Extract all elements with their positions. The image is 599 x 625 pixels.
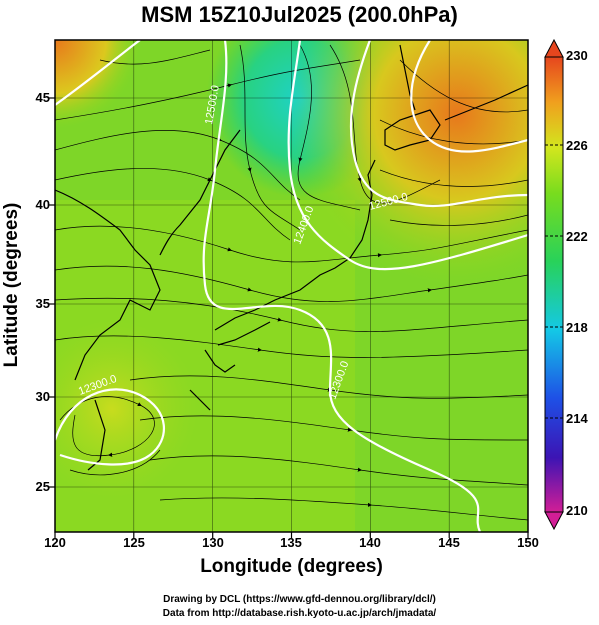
x-axis-label: Longitude (degrees) xyxy=(200,556,383,577)
y-tick-label: 45 xyxy=(35,90,50,105)
colorbar-tick-label: 230 xyxy=(566,48,588,63)
y-tick-label: 35 xyxy=(35,296,50,311)
x-tick-label: 135 xyxy=(280,535,302,550)
height-contours xyxy=(55,40,528,532)
colorbar-tick-label: 210 xyxy=(566,503,588,518)
y-axis-label: Latitude (degrees) xyxy=(1,202,22,368)
x-tick-label: 140 xyxy=(359,535,381,550)
colorbar xyxy=(544,38,564,531)
colorbar-tick-label: 226 xyxy=(566,138,588,153)
x-tick-label: 145 xyxy=(438,535,460,550)
colorbar-tick-label: 218 xyxy=(566,320,588,335)
x-tick-label: 125 xyxy=(123,535,145,550)
credit-line-2: Data from http://database.rish.kyoto-u.a… xyxy=(162,608,437,619)
y-tick-label: 25 xyxy=(35,479,50,494)
x-tick-label: 130 xyxy=(202,535,224,550)
x-tick-label: 150 xyxy=(517,535,539,550)
colorbar-max-arrow xyxy=(544,38,564,58)
credit-line-1: Drawing by DCL (https://www.gfd-dennou.o… xyxy=(163,594,436,605)
map-title: MSM 15Z10Jul2025 (200.0hPa) xyxy=(141,2,458,27)
y-tick-label: 30 xyxy=(35,389,50,404)
axis-ticks xyxy=(49,97,529,538)
colorbar-tick-label: 222 xyxy=(566,229,588,244)
x-tick-label: 120 xyxy=(44,535,66,550)
colorbar-tick-label: 214 xyxy=(566,411,588,426)
coastlines xyxy=(55,44,528,471)
colorbar-min-arrow xyxy=(544,511,564,531)
y-tick-label: 40 xyxy=(35,197,50,212)
